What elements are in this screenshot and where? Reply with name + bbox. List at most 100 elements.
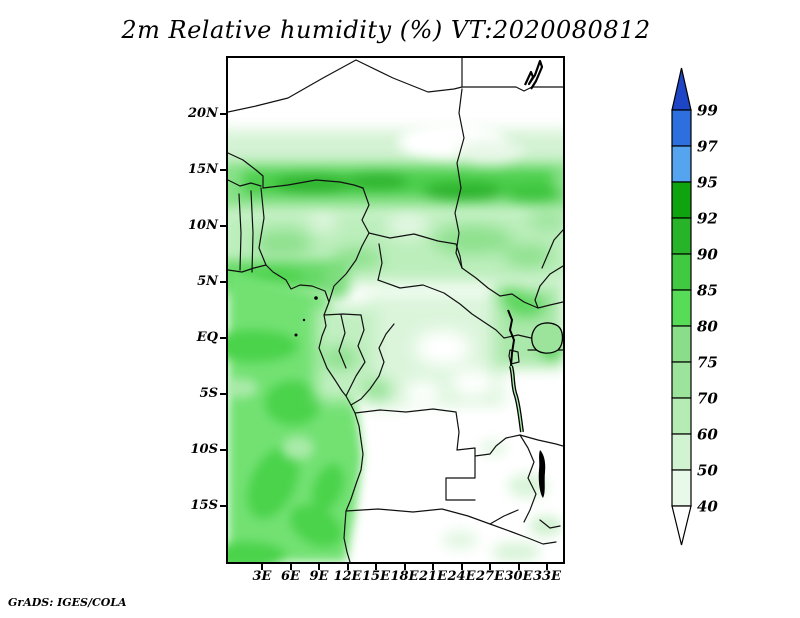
drc-angola-border (354, 408, 460, 451)
bioko-island (314, 296, 318, 300)
x-axis-label: 21E (419, 569, 447, 584)
x-axis-tick (517, 564, 520, 570)
y-axis-label: 5S (199, 386, 218, 401)
colorbar-label: 50 (697, 462, 718, 480)
lake-tanganyika-inner (510, 365, 523, 433)
x-axis-tick (460, 564, 463, 570)
colorbar-label: 80 (697, 318, 718, 336)
x-axis-tick (489, 564, 491, 570)
x-axis-tick (318, 564, 320, 570)
chad-car-border (368, 232, 463, 269)
gabon-congo-border (345, 314, 366, 397)
congo-drc-border (350, 323, 395, 406)
y-axis-tick (220, 393, 226, 395)
car-drc-border (377, 279, 505, 339)
colorbar-label: 85 (697, 282, 718, 300)
colorbar-label: 97 (697, 138, 718, 156)
y-axis-tick (220, 113, 226, 115)
cameroon-car-border (377, 243, 383, 281)
y-axis-label: 15S (190, 498, 218, 513)
y-axis-label: 10S (190, 442, 218, 457)
x-axis-label: 9E (309, 569, 329, 584)
y-axis-tick (220, 505, 226, 507)
y-axis-tick (220, 169, 226, 171)
colorbar-segment (671, 325, 692, 363)
mali-burkina-border (228, 152, 264, 189)
map-frame (226, 56, 565, 564)
y-axis-label: 15N (188, 162, 218, 177)
y-axis-tick (220, 337, 226, 339)
colorbar-label: 90 (697, 246, 718, 264)
x-axis-label: 24E (447, 569, 476, 584)
y-axis-tick (220, 225, 226, 227)
lakes (294, 59, 563, 498)
colorbar-label: 99 (697, 102, 718, 120)
lake-malawi (538, 450, 546, 498)
colorbar-segment (671, 145, 692, 183)
x-axis-tick (289, 564, 292, 570)
x-axis-label: 27E (476, 569, 504, 584)
lake-nasser (524, 59, 544, 90)
colorbar-label: 92 (697, 210, 718, 228)
coastline-path (228, 264, 364, 562)
x-axis-tick (546, 564, 548, 570)
colorbar-segment (671, 469, 692, 507)
colorbar-arrow-bottom (671, 505, 692, 546)
colorbar-segment (671, 361, 692, 399)
nigeria-cameroon-border (328, 187, 370, 303)
colorbar-segment (671, 109, 692, 147)
zambia-zimbabwe-border (489, 509, 519, 525)
x-axis-tick (432, 564, 434, 570)
colorbar-segment (671, 253, 692, 291)
colorbar-label: 40 (697, 498, 718, 516)
ethiopia-border (534, 229, 563, 309)
niger-north-border (228, 59, 357, 113)
colorbar-segment (671, 181, 692, 219)
colorbar-segment (671, 289, 692, 327)
plot-title: 2m Relative humidity (%) VT:2020080812 (121, 16, 651, 44)
y-axis-label: 5N (197, 274, 218, 289)
y-axis-tick (220, 281, 226, 283)
colorbar-segment (671, 217, 692, 255)
y-axis-label: 20N (188, 106, 218, 121)
principe-island (302, 318, 306, 322)
lake-victoria (531, 322, 563, 354)
humidity-field (228, 122, 563, 562)
drc-zambia-border (445, 434, 521, 501)
colorbar-label: 70 (697, 390, 718, 408)
grads-credit: GrADS: IGES/COLA (8, 596, 127, 609)
tanzania-mozambique-border (519, 434, 563, 545)
country-borders (228, 58, 563, 562)
lake-albert-kivu (507, 309, 516, 367)
colorbar: 99 97 95 92 90 85 80 75 70 60 50 40 (671, 67, 718, 546)
x-axis-label: 18E (390, 569, 419, 584)
egypt-border (461, 58, 563, 92)
x-axis-label: 3E (252, 569, 272, 584)
humidity-field-map (228, 58, 563, 562)
sao-tome-island (294, 333, 298, 337)
x-axis-label: 15E (362, 569, 390, 584)
x-axis-label: 33E (533, 569, 561, 584)
y-axis-label: 10N (188, 218, 218, 233)
x-axis-label: 12E (333, 569, 362, 584)
ghana-togo-benin-borders (238, 187, 267, 273)
rwanda-burundi-border (508, 349, 520, 365)
colorbar-label: 95 (697, 174, 718, 192)
x-axis-tick (403, 564, 406, 570)
colorbar-arrow-top (671, 67, 692, 111)
x-axis-tick (261, 564, 263, 570)
cameroon-gabon-border (323, 313, 362, 369)
zambia-malawi-border (519, 434, 537, 523)
colorbar-label: 75 (697, 354, 718, 372)
x-axis-tick (346, 564, 349, 570)
niger-nigeria-border (262, 179, 364, 189)
y-axis-label: EQ (196, 330, 218, 345)
colorbar-segment (671, 397, 692, 435)
libya-chad-border (355, 59, 463, 93)
x-axis-label: 30E (504, 569, 533, 584)
y-axis-tick (220, 449, 226, 451)
x-axis-tick (375, 564, 377, 570)
sudan-car-border (461, 267, 563, 309)
x-axis-label: 6E (281, 569, 300, 584)
